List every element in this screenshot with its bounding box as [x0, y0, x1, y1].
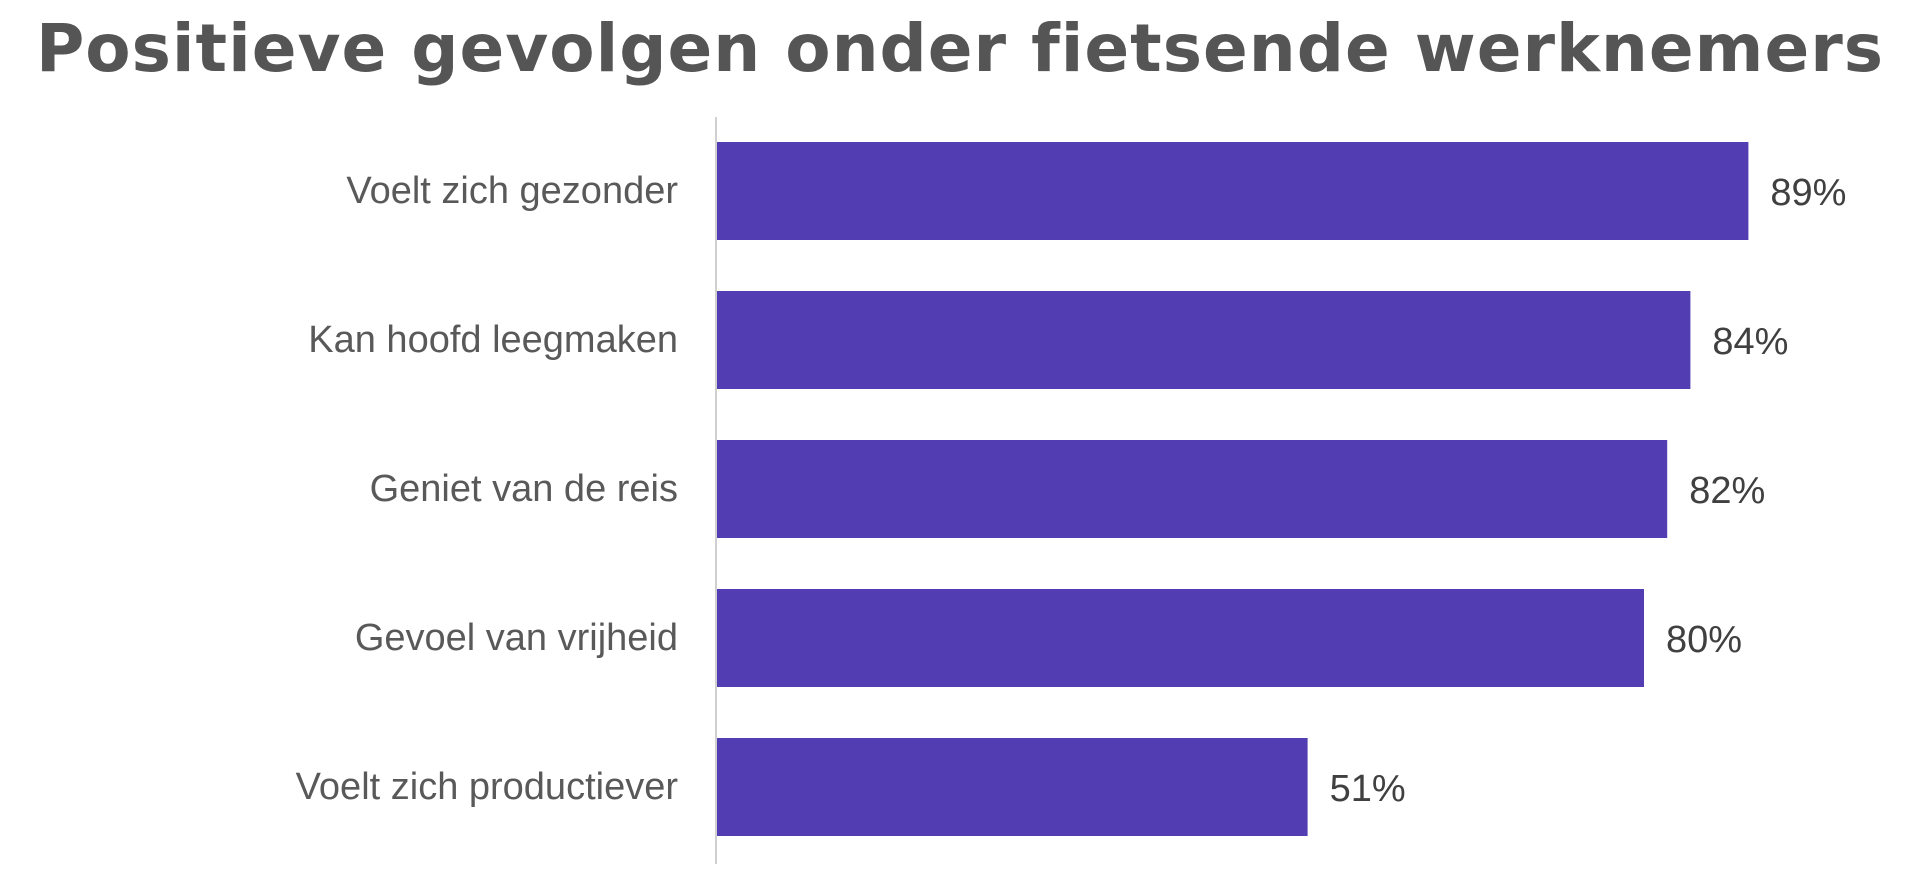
category-label-4: Gevoel van vrijheid — [355, 617, 678, 659]
category-label-1: Voelt zich gezonder — [346, 170, 678, 212]
category-label-5: Voelt zich productiever — [296, 766, 679, 808]
bar-1 — [716, 142, 1749, 240]
bar-3 — [716, 440, 1668, 538]
category-label-2: Kan hoofd leegmaken — [308, 319, 678, 361]
value-label-4: 80% — [1666, 619, 1742, 661]
bar-5 — [716, 738, 1308, 836]
bars-layer: Voelt zich gezonder 89% Kan hoofd leegmake… — [296, 142, 1846, 836]
value-label-3: 82% — [1689, 470, 1765, 512]
value-label-2: 84% — [1712, 321, 1788, 363]
category-label-3: Geniet van de reis — [370, 468, 678, 510]
bar-2 — [716, 291, 1691, 389]
value-label-5: 51% — [1330, 768, 1406, 810]
bar-4 — [716, 589, 1644, 687]
value-label-1: 89% — [1770, 172, 1846, 214]
chart-title: Positieve gevolgen onder fietsende werkn… — [35, 10, 1885, 87]
